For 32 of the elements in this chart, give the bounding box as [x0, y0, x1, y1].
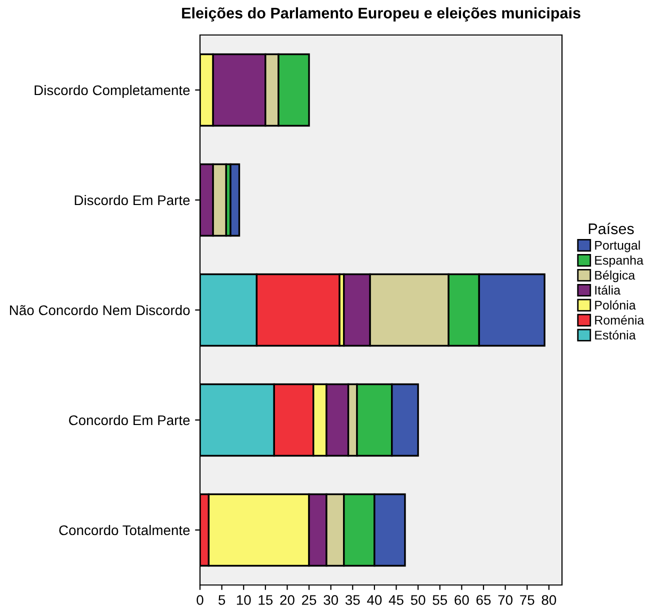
x-tick-label: 55 [432, 595, 448, 605]
x-tick-label: 80 [542, 595, 556, 605]
y-tick-label: Concordo Em Parte [69, 414, 190, 426]
x-tick-label: 5 [218, 595, 226, 605]
x-tick-label: 10 [236, 595, 251, 605]
x-tick-label: 0 [196, 595, 204, 605]
x-tick-label: 15 [258, 595, 273, 605]
x-tick-label: 40 [367, 595, 382, 605]
bar [230, 163, 240, 237]
legend-label: Itália [595, 285, 621, 295]
legend-label: Polónia [595, 300, 636, 310]
x-tick-label: 65 [476, 595, 491, 605]
x-tick-label: 60 [454, 595, 469, 605]
y-tick-label: Discordo Em Parte [74, 194, 190, 206]
x-tick-label: 20 [280, 595, 294, 605]
x-tick-label: 35 [345, 595, 360, 605]
y-tick-label: Concordo Totalmente [59, 524, 190, 536]
y-tick-label: Discordo Completamente [34, 84, 190, 98]
x-tick-label: 30 [324, 595, 338, 605]
x-tick-label: 25 [302, 595, 316, 605]
y-tick-label: Não Concordo Nem Discordo [10, 304, 190, 316]
legend-title: Países [588, 222, 634, 234]
legend-label: Portugal [595, 240, 640, 252]
legend-label: Espanha [595, 256, 644, 268]
legend-label: Roménia [595, 315, 644, 325]
legend-label: Bélgica [595, 270, 636, 282]
x-tick-label: 75 [520, 595, 534, 605]
x-tick-label: 45 [388, 595, 404, 605]
legend-label: Estónia [595, 330, 636, 340]
chart-title: Eleições do Parlamento Europeu e eleições municipais [182, 7, 580, 22]
x-tick-label: 50 [410, 595, 426, 605]
x-tick-label: 70 [498, 595, 512, 605]
